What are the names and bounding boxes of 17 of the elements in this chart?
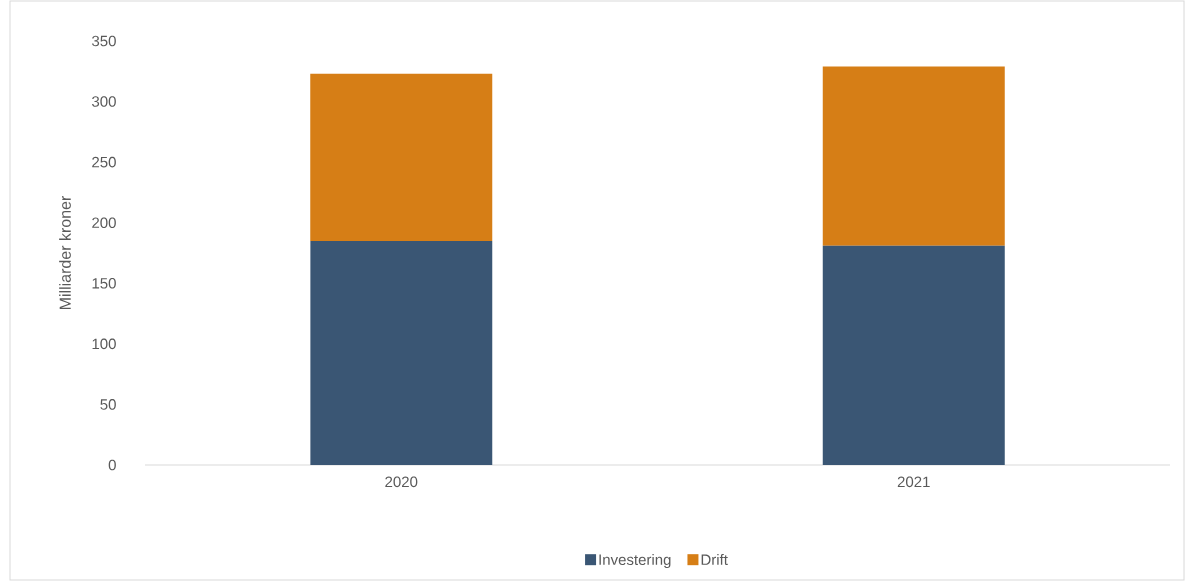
y-tick-label: 350	[92, 35, 116, 47]
bar	[310, 240, 493, 465]
legend-label: Drift	[701, 554, 728, 565]
y-tick-label: 50	[100, 399, 116, 410]
y-tick-label: 150	[92, 277, 116, 289]
y-tick-label: 250	[92, 156, 116, 168]
bar	[822, 245, 1005, 465]
x-tick-label: 2021	[897, 476, 930, 488]
bar	[822, 66, 1005, 246]
bar	[310, 73, 493, 241]
y-tick-label: 100	[92, 338, 116, 350]
y-axis-title: Milliarder kroner	[59, 195, 71, 310]
y-tick-label: 200	[92, 217, 116, 229]
x-tick-label: 2020	[385, 476, 418, 488]
y-tick-label: 0	[108, 459, 116, 471]
legend-label: Investering	[599, 554, 671, 568]
y-tick-label: 300	[92, 96, 116, 107]
